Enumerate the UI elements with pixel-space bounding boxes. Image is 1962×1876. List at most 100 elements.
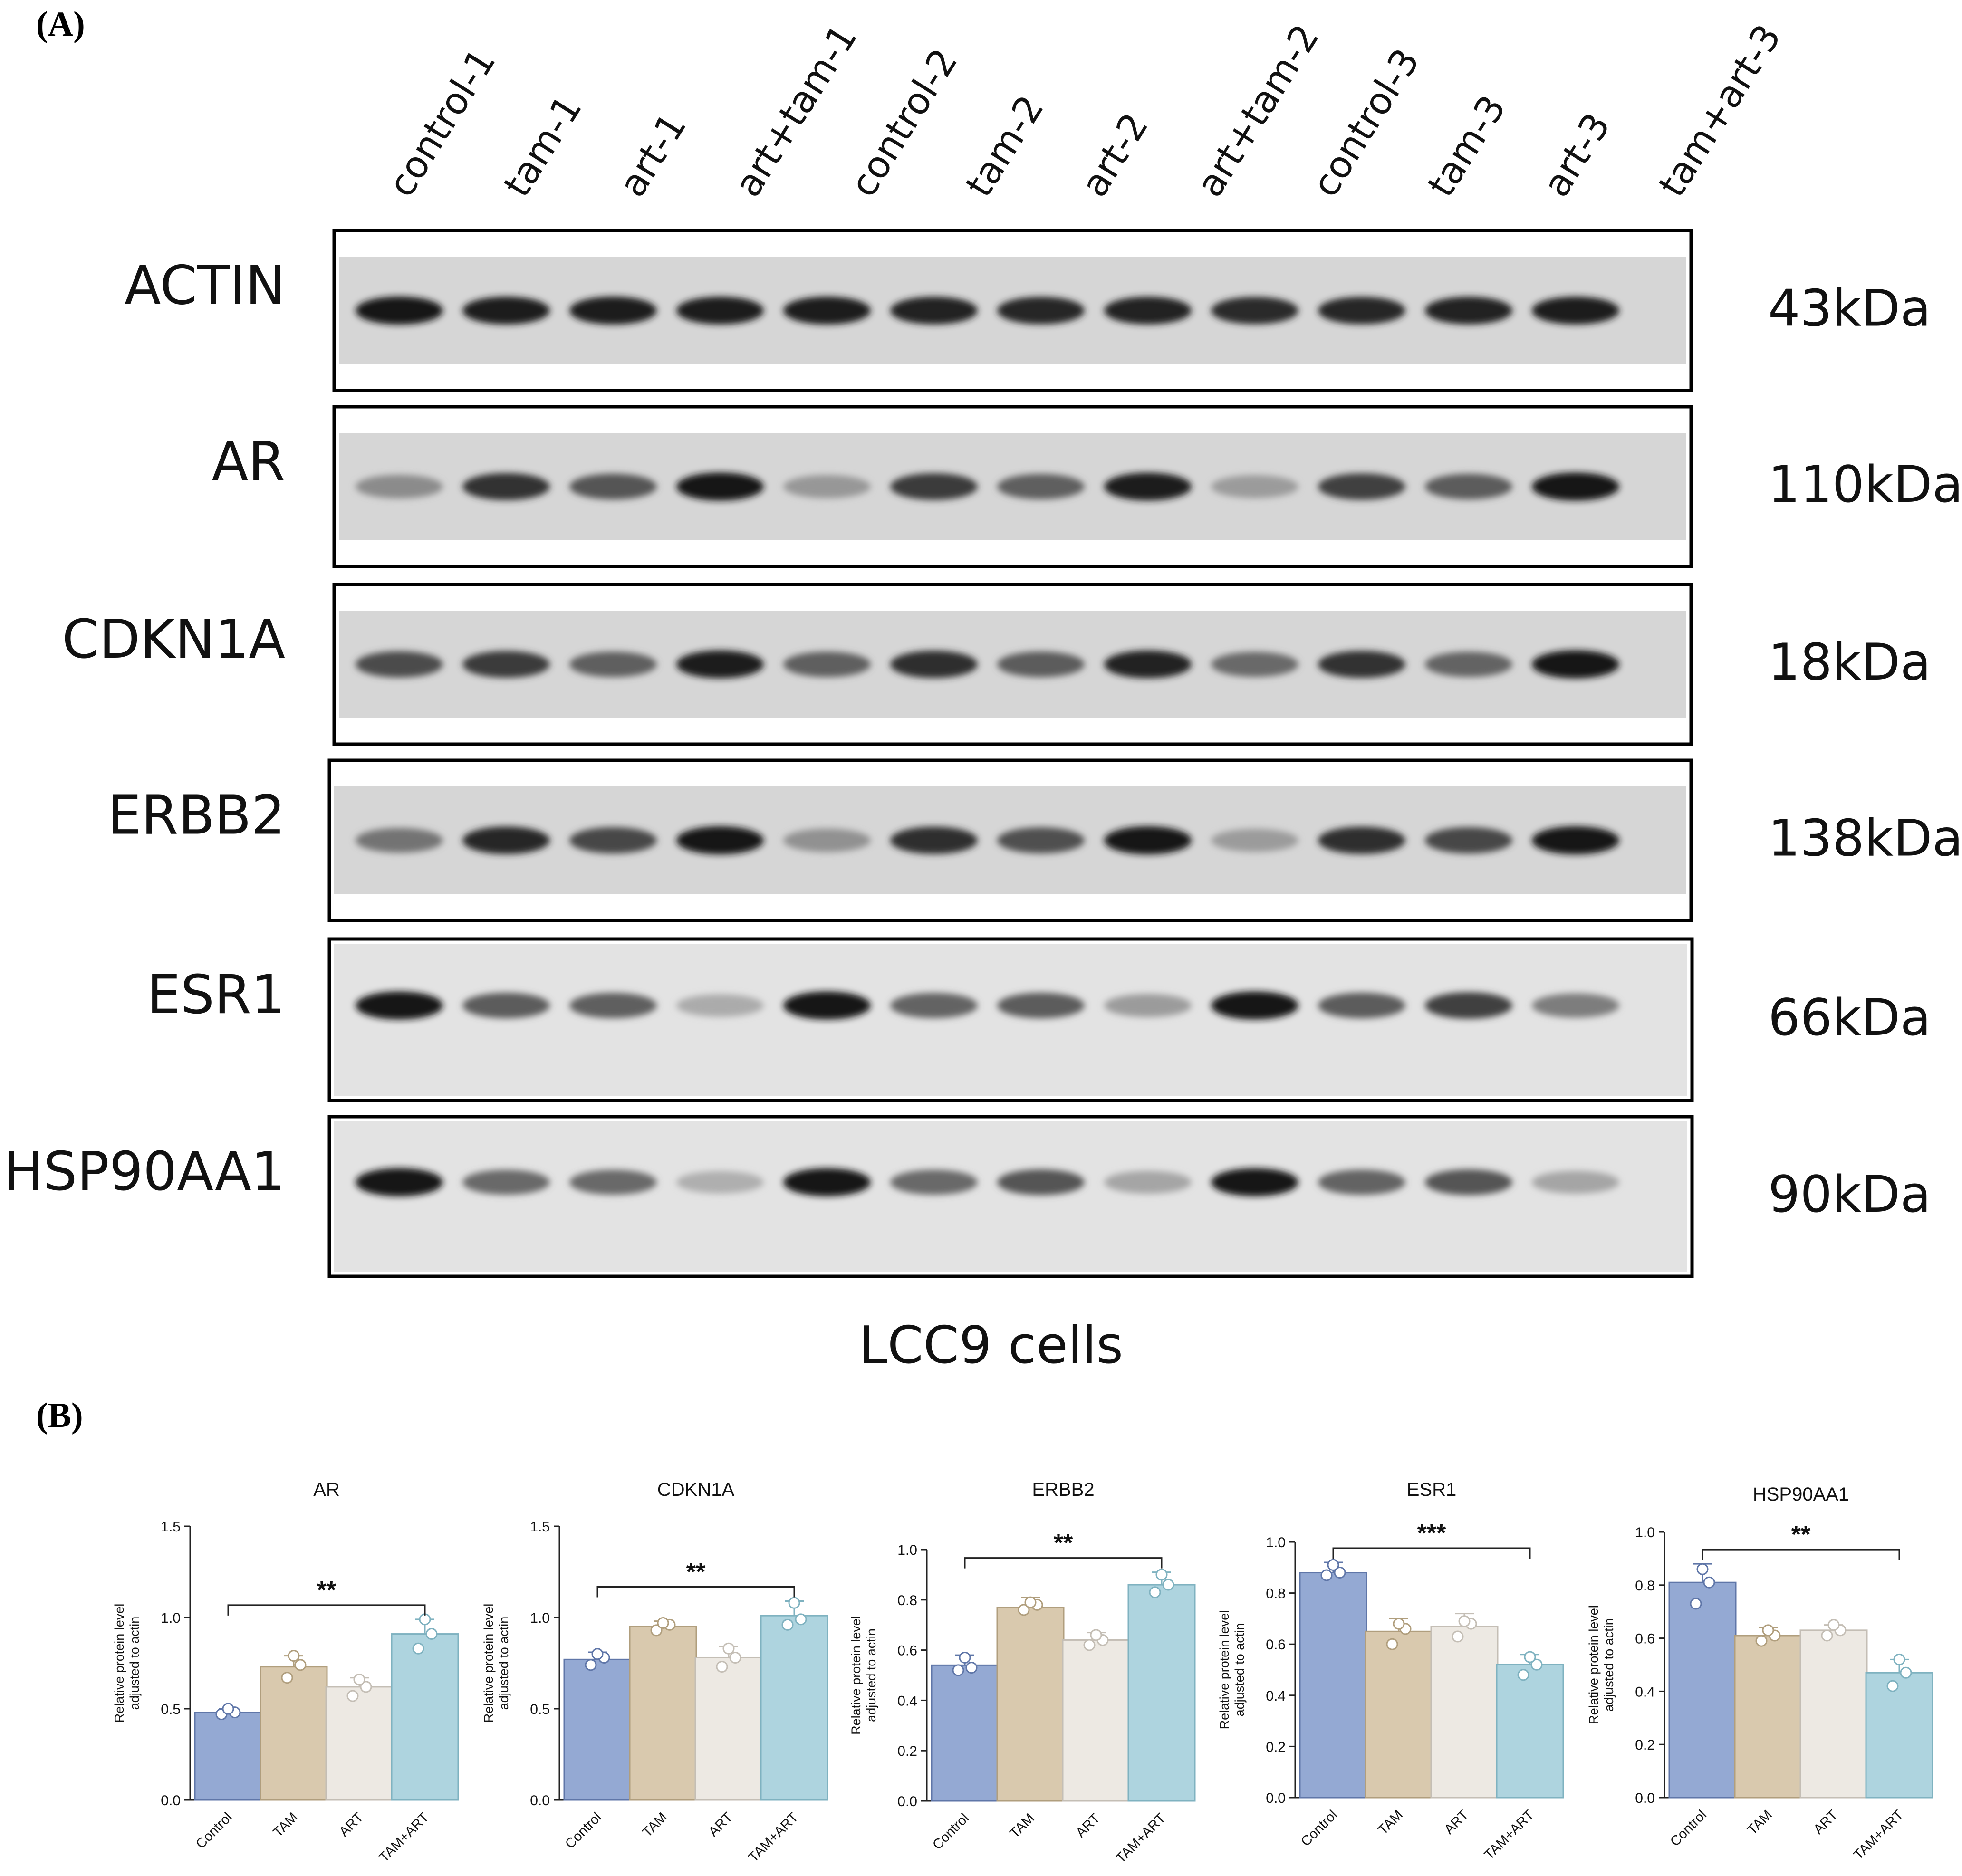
- y-tick-label: 0.0: [1635, 1790, 1655, 1806]
- band: [1318, 297, 1405, 325]
- band: [1425, 297, 1512, 325]
- x-tick-label: TAM+ART: [746, 1809, 801, 1865]
- band: [569, 651, 657, 677]
- kda-label: 66kDa: [1768, 988, 1931, 1047]
- bar: [694, 1656, 763, 1801]
- kda-label: 110kDa: [1768, 455, 1962, 514]
- bar: [563, 1658, 632, 1801]
- y-tick-label: 1.0: [530, 1610, 550, 1626]
- band: [356, 991, 443, 1020]
- chart-title: AR: [313, 1479, 340, 1500]
- x-tick-label: ART: [706, 1809, 736, 1839]
- western-blots: ACTIN 43kDa AR 110kDa CDKN1A 18kDa ERBB2 138kDa…: [3, 229, 1962, 1278]
- lane-label: art-1: [611, 106, 695, 204]
- kda-label: 90kDa: [1768, 1165, 1931, 1224]
- band: [676, 1171, 764, 1194]
- data-point: [722, 1642, 735, 1655]
- band: [997, 297, 1085, 325]
- band: [783, 1168, 871, 1196]
- lane-label: art+tam-1: [727, 17, 866, 204]
- x-tick-label: TAM: [1745, 1807, 1775, 1838]
- band: [1104, 826, 1192, 855]
- y-axis-label: adjusted to actin: [864, 1628, 878, 1722]
- band: [676, 297, 764, 325]
- bar: [931, 1664, 999, 1802]
- significance-bracket: [1702, 1549, 1900, 1560]
- blot-frame: [332, 229, 1693, 392]
- data-point: [1162, 1579, 1174, 1591]
- lane-label: art-2: [1073, 106, 1157, 204]
- data-point: [288, 1650, 300, 1662]
- band: [676, 650, 764, 679]
- data-point: [965, 1662, 978, 1674]
- protein-label: CDKN1A: [62, 609, 285, 670]
- band: [462, 993, 550, 1018]
- lane-label: tam-1: [496, 88, 590, 205]
- y-axis-label: Relative protein level: [481, 1604, 496, 1723]
- kda-label: 43kDa: [1768, 279, 1931, 338]
- significance-label: **: [686, 1558, 706, 1586]
- band: [1211, 475, 1298, 498]
- bar: [1734, 1635, 1802, 1799]
- data-point: [729, 1651, 741, 1664]
- band: [890, 297, 978, 325]
- band: [997, 827, 1085, 853]
- data-point: [1703, 1576, 1715, 1589]
- band: [997, 993, 1085, 1018]
- band: [997, 474, 1085, 499]
- band: [569, 1169, 657, 1195]
- y-tick-label: 0.0: [161, 1793, 181, 1809]
- significance-bracket: [964, 1557, 1163, 1569]
- x-tick-label: ART: [1442, 1807, 1472, 1837]
- band: [1532, 1171, 1619, 1194]
- band: [1532, 826, 1619, 855]
- y-tick-label: 0.0: [1266, 1790, 1286, 1806]
- data-point: [1762, 1624, 1774, 1637]
- lane-label: control-1: [380, 41, 504, 204]
- y-tick-label: 0.2: [897, 1743, 917, 1759]
- chart-title: ERBB2: [1032, 1479, 1094, 1500]
- data-point: [1458, 1615, 1471, 1627]
- data-point: [1393, 1618, 1405, 1630]
- y-tick-label: 0.6: [1266, 1637, 1286, 1653]
- band: [1104, 472, 1192, 501]
- band: [1318, 826, 1405, 854]
- band: [783, 475, 871, 498]
- band: [569, 827, 657, 854]
- band: [356, 474, 443, 499]
- y-tick-label: 0.5: [530, 1702, 550, 1717]
- chart-erbb2: ERBB2 0.0 0.2 0.4 0.6 0.8 1.0 Relative protein …: [849, 1479, 1196, 1866]
- band: [1532, 650, 1619, 679]
- band: [1211, 297, 1298, 325]
- chart-esr1: ESR1 0.0 0.2 0.4 0.6 0.8 1.0 Relative protein l…: [1217, 1479, 1564, 1863]
- data-point: [1900, 1666, 1912, 1679]
- data-point: [795, 1613, 807, 1626]
- y-axis-label: Relative protein level: [112, 1604, 126, 1723]
- chart-ar: AR 0.0 0.5 1.0 1.5 Relative protein level adju…: [112, 1479, 459, 1865]
- protein-label: ERBB2: [107, 785, 285, 847]
- data-point: [1530, 1658, 1543, 1671]
- data-point: [1149, 1586, 1161, 1598]
- band: [1318, 1169, 1405, 1195]
- y-tick-label: 0.0: [530, 1793, 550, 1809]
- significance-label: **: [1791, 1521, 1811, 1549]
- y-axis-label: adjusted to actin: [1232, 1623, 1247, 1717]
- data-point: [1327, 1559, 1339, 1571]
- y-tick-label: 0.5: [161, 1702, 181, 1717]
- bar: [325, 1686, 394, 1801]
- data-point: [1821, 1629, 1833, 1642]
- chart-title: CDKN1A: [657, 1479, 735, 1500]
- bar: [1365, 1630, 1433, 1799]
- blot-row: CDKN1A 18kDa: [62, 583, 1931, 746]
- data-point: [1696, 1563, 1709, 1575]
- lane-label: tam-2: [958, 88, 1052, 205]
- protein-label: ESR1: [147, 964, 285, 1026]
- data-point: [1452, 1630, 1464, 1643]
- blot-caption: LCC9 cells: [859, 1316, 1123, 1375]
- band: [890, 826, 978, 854]
- band: [1425, 474, 1512, 499]
- blot-row: HSP90AA1 90kDa: [3, 1115, 1931, 1278]
- lane-label: art-3: [1535, 106, 1619, 204]
- chart-title: HSP90AA1: [1753, 1484, 1849, 1505]
